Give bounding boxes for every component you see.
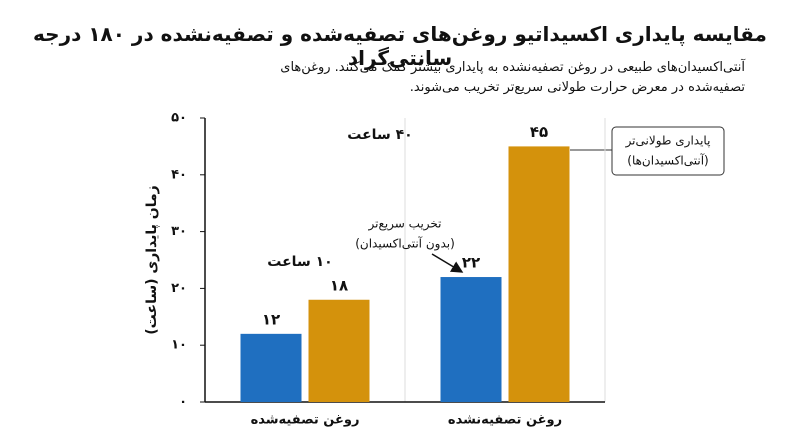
- annotation: ۱۰ ساعت: [267, 254, 332, 270]
- bar: [240, 333, 302, 402]
- value-label: ۲۲: [462, 254, 480, 272]
- y-tick-label: ۲۰: [171, 281, 187, 296]
- annotation: پایداری طولانی‌تر: [625, 134, 711, 149]
- annotation: (آنتی‌اکسیدان‌ها): [627, 153, 708, 168]
- y-tick-label: ۰: [179, 395, 187, 410]
- annotation: (بدون آنتی‌اکسیدان): [355, 236, 455, 252]
- value-label: ۱۲: [262, 310, 280, 328]
- annotation-arrow: [431, 253, 464, 273]
- annotation-box: [611, 126, 725, 176]
- y-tick-label: ۳۰: [171, 224, 187, 239]
- chart-subtitle: آنتی‌اکسیدان‌های طبیعی در روغن تصفیه‌نشد…: [280, 60, 745, 95]
- y-tick-label: ۴۰: [171, 167, 187, 182]
- annotation: تخریب سریع‌تر: [367, 217, 441, 232]
- chart-title: مقایسه پایداری اکسیداتیو روغن‌های تصفیه‌…: [33, 22, 767, 70]
- value-label: ۱۸: [330, 276, 348, 294]
- bar: [308, 299, 370, 402]
- value-label: ۴۵: [530, 123, 548, 141]
- y-tick-label: ۵۰: [171, 111, 187, 126]
- x-tick-label: روغن تصفیه‌شده: [251, 413, 360, 428]
- y-tick-label: ۱۰: [171, 338, 187, 353]
- x-tick-label: روغن تصفیه‌نشده: [448, 413, 562, 428]
- y-axis-label: زمان پایداری (ساعت): [144, 185, 160, 334]
- bar: [440, 277, 502, 402]
- annotation: ۴۰ ساعت: [347, 127, 412, 143]
- bar: [508, 146, 570, 402]
